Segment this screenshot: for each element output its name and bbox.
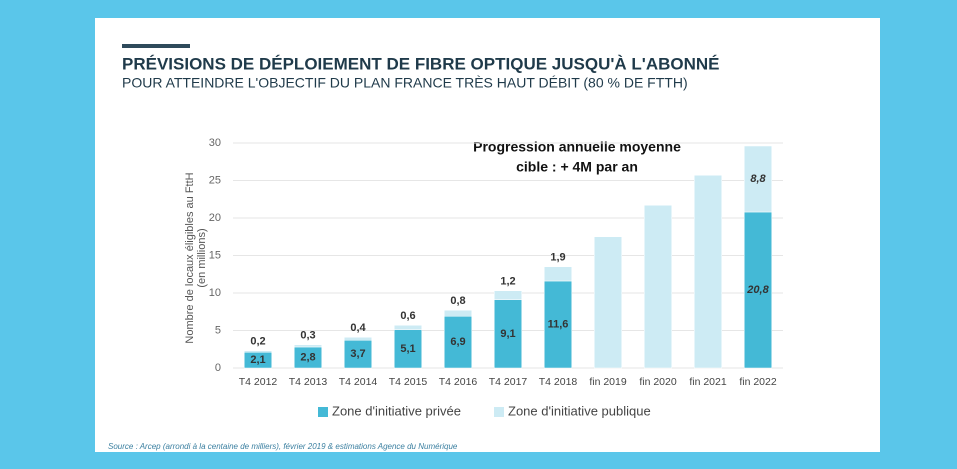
- value-label: 6,9: [450, 336, 465, 348]
- legend-label: Zone d'initiative privée: [332, 403, 461, 418]
- value-label: 0,4: [350, 322, 366, 334]
- x-tick-label: T4 2014: [339, 376, 378, 388]
- x-tick-label: T4 2012: [239, 376, 278, 388]
- x-tick-label: T4 2017: [489, 376, 528, 388]
- x-tick-label: fin 2022: [739, 376, 777, 388]
- source: Source : Arcep (arrondi à la centaine de…: [108, 442, 458, 451]
- x-tick-label: T4 2018: [539, 376, 578, 388]
- bar-segment: [544, 267, 572, 281]
- annotation: Progression annuelle moyenne: [473, 139, 681, 155]
- legend-label: Zone d'initiative publique: [508, 403, 651, 418]
- x-tick-label: fin 2019: [589, 376, 627, 388]
- value-label: 9,1: [500, 328, 515, 340]
- x-tick-label: fin 2020: [639, 376, 677, 388]
- y-tick-label: 15: [209, 249, 221, 261]
- y-tick-label: 30: [209, 137, 221, 149]
- value-label: 20,8: [746, 284, 769, 296]
- annotation: cible : + 4M par an: [516, 159, 638, 175]
- value-label: 8,8: [750, 173, 766, 185]
- value-label: 1,2: [500, 276, 515, 288]
- value-label: 0,3: [300, 330, 315, 342]
- y-tick-label: 0: [215, 362, 221, 374]
- value-label: 11,6: [548, 318, 569, 330]
- chart-title: PRÉVISIONS DE DÉPLOIEMENT DE FIBRE OPTIQ…: [122, 54, 720, 73]
- value-label: 0,2: [250, 336, 265, 348]
- bar-segment: [594, 237, 622, 368]
- bar-segment: [494, 291, 522, 300]
- bar-segment: [444, 310, 472, 316]
- value-label: 5,1: [400, 343, 415, 355]
- x-tick-label: fin 2021: [689, 376, 727, 388]
- value-label: 0,6: [400, 310, 415, 322]
- value-label: 2,8: [300, 351, 315, 363]
- y-axis-label: Nombre de locaux éligibles au FttH: [184, 172, 196, 343]
- chart: PRÉVISIONS DE DÉPLOIEMENT DE FIBRE OPTIQ…: [0, 0, 957, 469]
- x-tick-label: T4 2015: [389, 376, 428, 388]
- y-axis-label: (en millions): [196, 228, 208, 287]
- chart-subtitle: POUR ATTEINDRE L'OBJECTIF DU PLAN FRANCE…: [122, 75, 688, 91]
- bar-segment: [694, 175, 722, 368]
- bar-segment: [344, 337, 372, 340]
- value-label: 1,9: [550, 252, 565, 264]
- value-label: 2,1: [250, 354, 265, 366]
- legend-swatch: [318, 407, 328, 417]
- title-rule: [122, 44, 190, 48]
- value-label: 0,8: [450, 295, 465, 307]
- bar-segment: [244, 351, 272, 353]
- value-label: 3,7: [350, 348, 365, 360]
- legend-swatch: [494, 407, 504, 417]
- x-tick-label: T4 2013: [289, 376, 328, 388]
- bar-segment: [394, 325, 422, 330]
- bar-segment: [294, 345, 322, 347]
- y-tick-label: 25: [209, 174, 221, 186]
- y-tick-label: 5: [215, 324, 221, 336]
- y-tick-label: 20: [209, 212, 221, 224]
- y-tick-label: 10: [209, 287, 221, 299]
- bar-segment: [644, 205, 672, 368]
- x-tick-label: T4 2016: [439, 376, 478, 388]
